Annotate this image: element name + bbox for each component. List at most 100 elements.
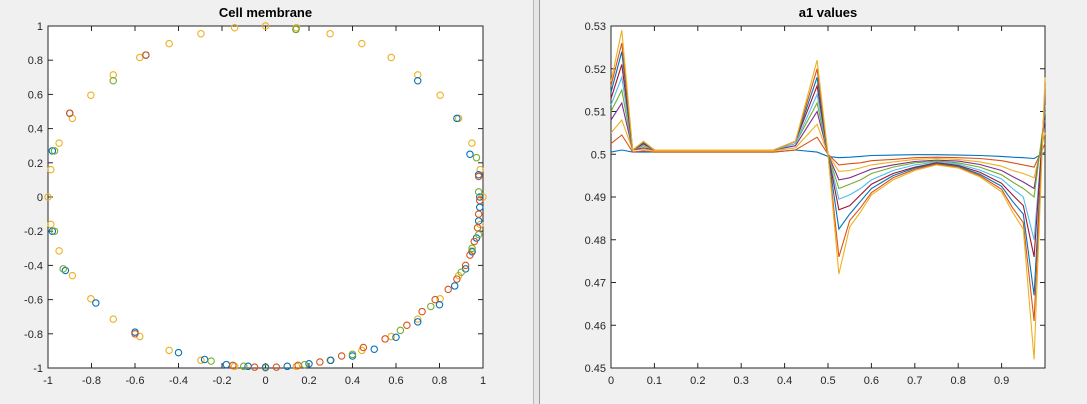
- x-tick-label: 0.8: [432, 375, 447, 387]
- membrane-point: [50, 147, 59, 155]
- x-tick-label: 0: [608, 375, 614, 387]
- membrane-point: [444, 285, 452, 294]
- y-tick-label: 0.4: [28, 124, 43, 136]
- membrane-point: [413, 76, 422, 85]
- membrane-point: [450, 282, 459, 290]
- x-tick-label: 0.9: [994, 375, 1009, 387]
- membrane-point: [474, 188, 483, 196]
- membrane-point: [326, 29, 334, 38]
- membrane-point: [431, 295, 439, 304]
- membrane-point: [55, 139, 63, 147]
- y-tick-label: 0.46: [585, 320, 606, 332]
- y-tick-label: 0.52: [585, 64, 606, 76]
- x-tick-label: 0.2: [690, 375, 705, 387]
- a1-values-chart: a1 values 0 0.1 0.2 0.3 0.4 0.5 0.6 0.7 0.8 0.9 0.4…: [585, 5, 1046, 387]
- membrane-point: [413, 315, 422, 323]
- membrane-point: [59, 265, 67, 273]
- membrane-point: [472, 153, 481, 162]
- x-tick-label: -0.6: [126, 375, 145, 387]
- membrane-point: [131, 330, 139, 338]
- membrane-point: [230, 23, 239, 32]
- x-tick-label: -1: [43, 375, 53, 387]
- membrane-point: [453, 275, 461, 283]
- plot-area: [610, 25, 1046, 369]
- x-tick-label: -0.8: [82, 375, 101, 387]
- y-tick-label: -1: [33, 363, 43, 375]
- membrane-point: [197, 356, 205, 365]
- membrane-point: [392, 333, 400, 341]
- membrane-point: [435, 300, 444, 309]
- membrane-point: [348, 350, 357, 359]
- membrane-point: [55, 247, 63, 255]
- membrane-point: [358, 39, 366, 48]
- a1-series-line: [610, 30, 1046, 360]
- x-tick-label: 0.6: [864, 375, 879, 387]
- membrane-point: [165, 346, 173, 355]
- membrane-point: [468, 139, 476, 147]
- y-tick-label: -0.4: [24, 260, 43, 272]
- figure-a1-values: a1 values 0 0.1 0.2 0.3 0.4 0.5 0.6 0.7 0.8 0.9 0.4…: [540, 0, 1087, 404]
- membrane-point: [475, 196, 484, 205]
- y-tick-label: 0: [37, 192, 43, 204]
- membrane-point: [229, 361, 237, 370]
- membrane-point: [305, 359, 313, 368]
- x-tick-label: 0: [262, 375, 268, 387]
- membrane-point: [44, 193, 52, 201]
- y-tick-label: 0.6: [28, 89, 43, 101]
- membrane-point: [250, 363, 259, 371]
- membrane-point: [413, 318, 422, 326]
- x-tick-label: 0.6: [388, 375, 403, 387]
- membrane-point: [474, 210, 483, 218]
- membrane-point: [136, 53, 144, 62]
- y-tick-label: 0.49: [585, 192, 606, 204]
- x-tick-label: 0.1: [647, 375, 662, 387]
- membrane-point: [381, 335, 389, 343]
- membrane-point: [61, 266, 70, 275]
- membrane-point: [109, 315, 118, 323]
- x-tick-label: 0.7: [907, 375, 922, 387]
- y-tick-label: 0.2: [28, 158, 43, 170]
- membrane-point: [142, 51, 150, 59]
- membrane-point: [48, 147, 57, 155]
- membrane-point: [337, 352, 346, 360]
- membrane-point: [272, 363, 281, 371]
- y-tick-label: -0.2: [24, 226, 43, 238]
- x-tick-label: -0.4: [169, 375, 188, 387]
- membrane-point: [109, 71, 118, 79]
- x-tick-label: 0.2: [301, 375, 316, 387]
- membrane-point: [68, 271, 77, 280]
- membrane-point: [47, 220, 55, 229]
- y-tick-label: 0.8: [28, 55, 43, 67]
- figure-cell-membrane: Cell membrane -1 -0.8 -0.6 -0.4 -0.2 0 0.2 0.4 0.…: [0, 0, 533, 404]
- membrane-point: [240, 362, 248, 371]
- membrane-point: [470, 237, 479, 246]
- x-tick-label: -0.2: [213, 375, 232, 387]
- membrane-point: [47, 165, 55, 174]
- pane-divider[interactable]: [533, 0, 540, 404]
- x-tick-label: 0.4: [345, 375, 360, 387]
- membrane-point: [475, 193, 484, 201]
- chart-title: a1 values: [799, 5, 858, 20]
- y-tick-label: 0.45: [585, 363, 606, 375]
- membrane-point: [66, 109, 74, 117]
- membrane-point: [197, 29, 205, 38]
- membrane-point: [207, 357, 215, 365]
- x-tick-label: 0.5: [820, 375, 835, 387]
- membrane-point: [359, 343, 368, 352]
- y-tick-label: 0.53: [585, 21, 606, 33]
- plot-area: [47, 25, 484, 369]
- membrane-point: [87, 294, 95, 303]
- membrane-point: [474, 172, 483, 181]
- membrane-point: [403, 321, 411, 329]
- x-tick-label: 0.8: [951, 375, 966, 387]
- membrane-point: [326, 356, 335, 365]
- membrane-point: [473, 224, 482, 232]
- membrane-point: [300, 360, 309, 369]
- membrane-point: [427, 302, 435, 311]
- membrane-point: [370, 345, 378, 353]
- membrane-point: [476, 165, 484, 174]
- a1-series-line: [610, 119, 1046, 179]
- membrane-point: [453, 114, 461, 123]
- membrane-point: [387, 53, 395, 62]
